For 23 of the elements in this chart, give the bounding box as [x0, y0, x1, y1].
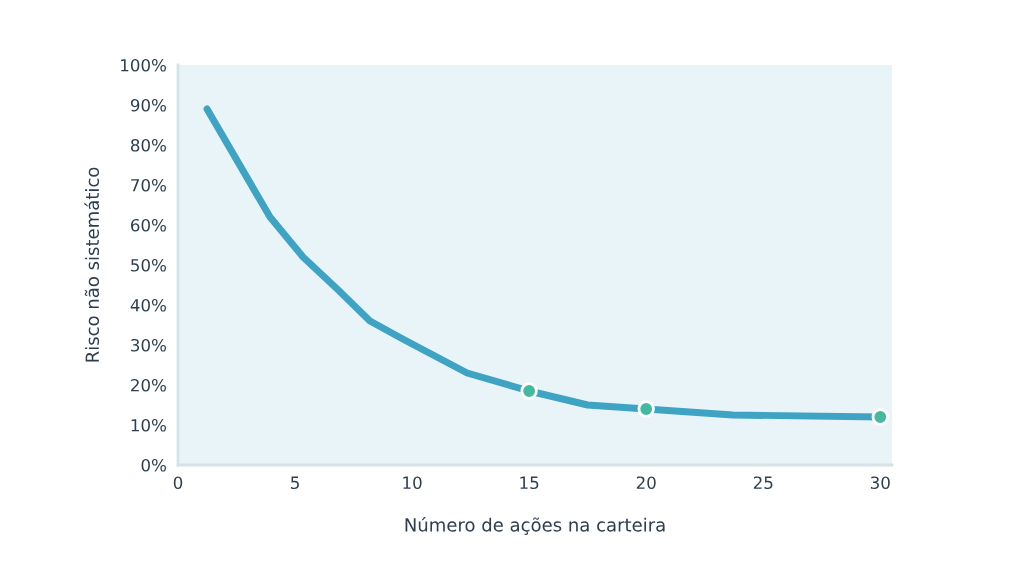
point — [871, 408, 889, 426]
x-tick-label: 25 — [753, 476, 773, 490]
x-tick-label: 0 — [173, 476, 183, 490]
y-tick-label: 50% — [131, 258, 166, 272]
y-tick-label: 30% — [131, 338, 166, 352]
point — [637, 400, 655, 418]
y-tick-label: 0% — [141, 458, 166, 472]
y-tick-label: 60% — [131, 218, 166, 232]
x-tick-label: 10 — [403, 476, 422, 490]
x-tick-label: 30 — [870, 476, 890, 490]
y-tick-label: 80% — [130, 138, 166, 152]
y-tick-label: 90% — [130, 98, 166, 112]
point — [520, 382, 538, 400]
y-tick-label: 10% — [131, 418, 166, 432]
x-axis-title: Número de ações na carteira — [405, 516, 665, 535]
x-tick-label: 20 — [636, 476, 656, 490]
x-tick-label: 15 — [520, 476, 539, 490]
y-tick-label: 100% — [121, 58, 166, 72]
y-tick-label: 40% — [130, 298, 166, 312]
x-tick-label: 5 — [291, 476, 299, 490]
y-axis-title: Risco não sistemático — [84, 167, 100, 362]
y-tick-label: 20% — [131, 378, 166, 392]
y-tick-label: 70% — [131, 178, 166, 192]
